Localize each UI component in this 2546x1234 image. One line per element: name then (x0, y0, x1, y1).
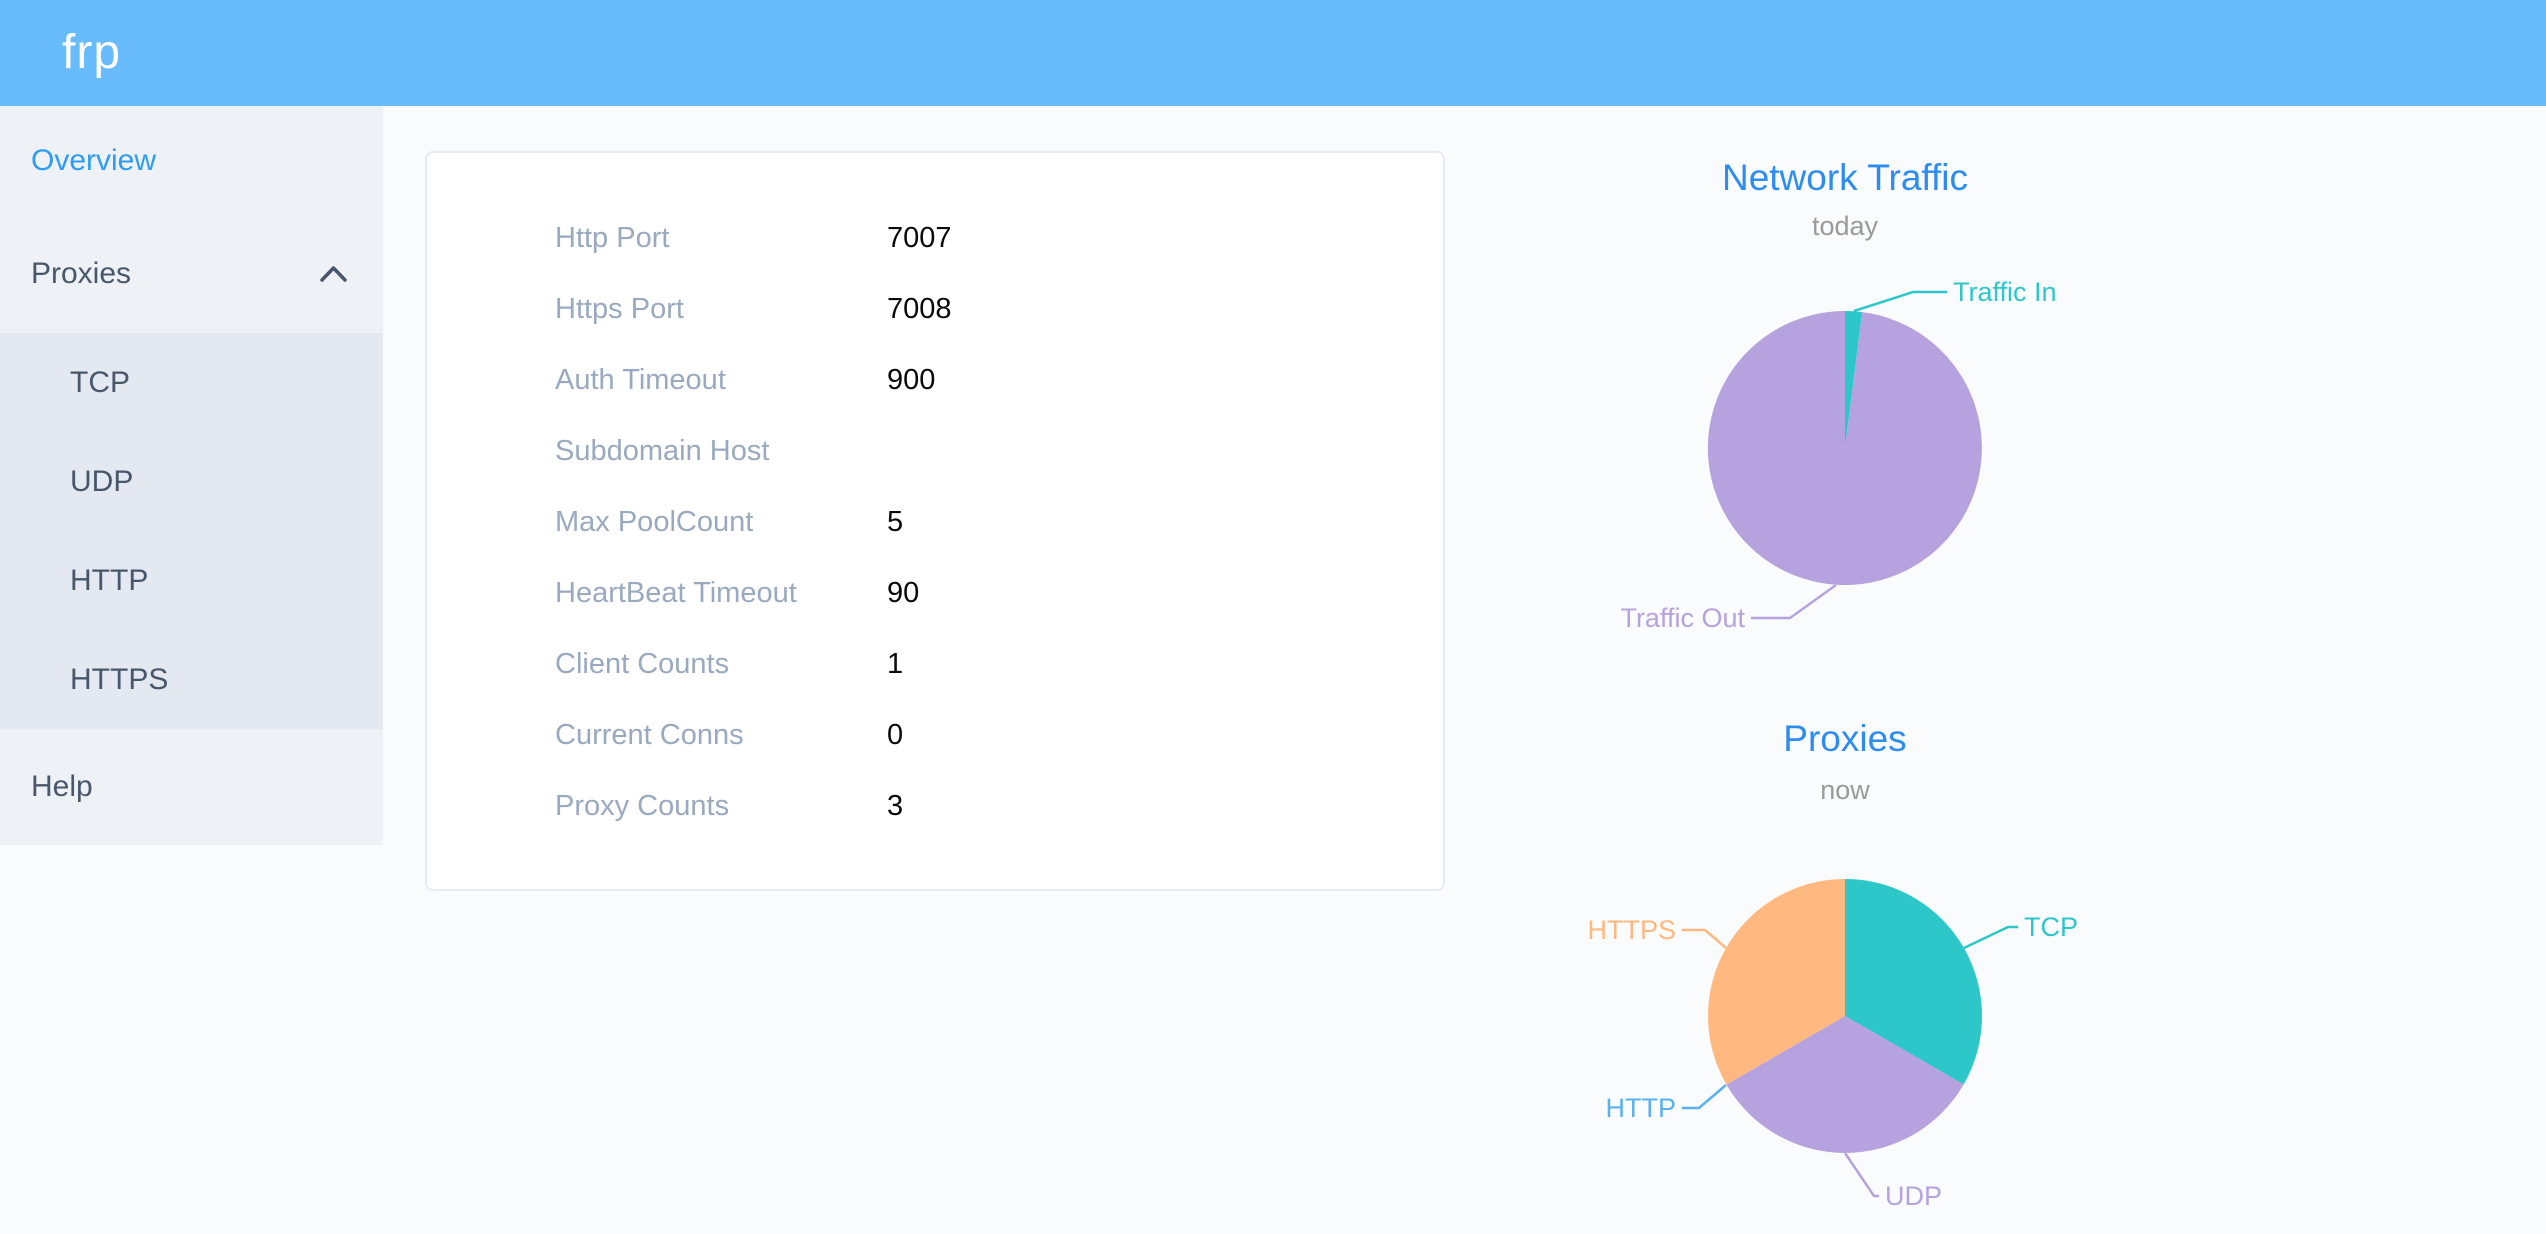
pie-label-traffic-out: Traffic Out (1620, 603, 1745, 633)
app-logo: frp (62, 26, 122, 79)
proxies-submenu: TCP UDP HTTP HTTPS (0, 333, 383, 729)
config-row-proxy-counts: Proxy Counts 3 (427, 771, 1443, 842)
config-value: 5 (887, 506, 904, 538)
sidebar-item-help[interactable]: Help (0, 729, 383, 845)
sidebar-item-https[interactable]: HTTPS (0, 630, 383, 729)
config-label: Client Counts (555, 648, 730, 680)
config-value: 90 (887, 577, 920, 609)
config-value: 7007 (887, 222, 952, 254)
sidebar-item-https-label: HTTPS (70, 662, 169, 696)
config-label: Https Port (555, 293, 684, 325)
network-traffic-chart-subtitle: today (1811, 211, 1879, 241)
pie-slice-traffic-out[interactable] (1707, 310, 1982, 585)
sidebar-item-udp-label: UDP (70, 464, 134, 498)
pie-label-line-udp (1843, 1152, 1879, 1198)
pie-label-line-http (1682, 1084, 1727, 1110)
charts-column: Network Traffic today Traffic In Traffic … (1445, 106, 2245, 1234)
config-row-heartbeat-timeout: HeartBeat Timeout 90 (427, 558, 1443, 629)
config-value: 1 (887, 648, 904, 680)
pie-label-line-tcp (1963, 925, 2018, 950)
pie-slice-udp[interactable] (1726, 1016, 1964, 1153)
config-label: Current Conns (555, 719, 744, 751)
config-row-https-port: Https Port 7008 (427, 274, 1443, 345)
sidebar-nav: Overview Proxies TCP UDP HTTP HTTPS Help (0, 106, 383, 845)
config-label: Http Port (555, 222, 670, 254)
pie-label-http: HTTP (1606, 1093, 1677, 1123)
network-traffic-pie-chart: Traffic In Traffic Out (1620, 277, 2057, 633)
pie-slice-traffic-in[interactable] (1845, 311, 1863, 448)
config-label: Max PoolCount (555, 506, 754, 538)
config-row-client-counts: Client Counts 1 (427, 629, 1443, 700)
pie-slice-tcp[interactable] (1845, 879, 1982, 1085)
sidebar-item-http-label: HTTP (70, 563, 149, 597)
config-label: Proxy Counts (555, 790, 730, 822)
config-row-max-poolcount: Max PoolCount 5 (427, 487, 1443, 558)
proxies-chart-title: Proxies (1783, 718, 1907, 759)
server-config-card: Http Port 7007 Https Port 7008 Auth Time… (425, 151, 1445, 891)
config-label: HeartBeat Timeout (555, 577, 797, 609)
sidebar-item-tcp[interactable]: TCP (0, 333, 383, 432)
sidebar-item-overview-label: Overview (31, 143, 157, 177)
sidebar-item-tcp-label: TCP (70, 365, 130, 399)
app-header: frp (0, 0, 2546, 106)
network-traffic-chart-title: Network Traffic (1721, 157, 1969, 198)
config-row-auth-timeout: Auth Timeout 900 (427, 345, 1443, 416)
sidebar-item-udp[interactable]: UDP (0, 432, 383, 531)
sidebar-item-proxies[interactable]: Proxies (0, 215, 383, 333)
pie-label-line-https (1682, 928, 1727, 949)
pie-label-line-traffic-out (1751, 583, 1837, 620)
pie-label-tcp: TCP (2024, 912, 2078, 942)
config-label: Auth Timeout (555, 364, 726, 396)
config-value: 0 (887, 719, 904, 751)
pie-label-udp: UDP (1885, 1181, 1942, 1211)
pie-slice-https[interactable] (1708, 879, 1845, 1085)
sidebar-item-http[interactable]: HTTP (0, 531, 383, 630)
config-label: Subdomain Host (555, 435, 770, 467)
proxies-chart-subtitle: now (1820, 775, 1870, 805)
config-value: 7008 (887, 293, 952, 325)
pie-label-traffic-in: Traffic In (1953, 277, 2057, 307)
config-value: 3 (887, 790, 904, 822)
config-row-http-port: Http Port 7007 (427, 203, 1443, 274)
config-value: 900 (887, 364, 936, 396)
pie-label-https: HTTPS (1587, 915, 1676, 945)
sidebar-item-overview[interactable]: Overview (0, 106, 383, 215)
config-row-subdomain-host: Subdomain Host (427, 416, 1443, 487)
config-row-current-conns: Current Conns 0 (427, 700, 1443, 771)
pie-label-line-traffic-in (1853, 290, 1947, 313)
sidebar-item-help-label: Help (31, 770, 93, 803)
chevron-up-icon (320, 266, 347, 282)
sidebar-item-proxies-label: Proxies (31, 257, 132, 290)
proxies-pie-chart: TCP UDP HTTP HTTPS (1587, 879, 2078, 1211)
